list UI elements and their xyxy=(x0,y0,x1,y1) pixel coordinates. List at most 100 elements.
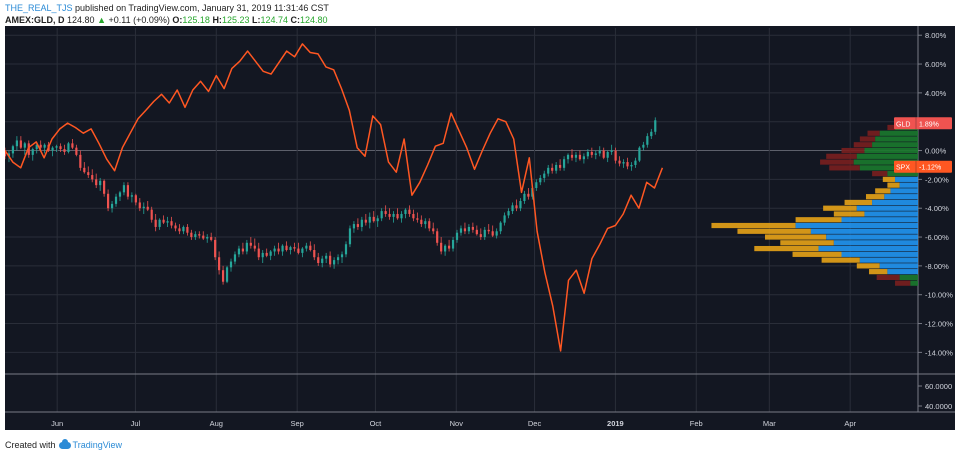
gld-candle-body xyxy=(134,195,137,203)
gld-candle-body xyxy=(329,255,332,265)
volume-profile-bar-down xyxy=(829,165,860,171)
gld-candle-body xyxy=(440,242,443,252)
gld-candle-body xyxy=(555,164,558,171)
volume-profile-bar-up xyxy=(890,188,918,194)
gld-candle-body xyxy=(166,221,169,223)
gld-candle-body xyxy=(622,162,625,164)
volume-profile-bar-down xyxy=(754,245,819,252)
gld-candle-body xyxy=(650,131,653,137)
gld-candle-body xyxy=(507,211,510,216)
gld-candle-body xyxy=(344,244,348,255)
volume-profile-bar-up xyxy=(872,142,918,148)
gld-candle-body xyxy=(384,211,387,214)
tradingview-logo[interactable]: TradingView xyxy=(58,438,123,450)
gld-candle-body xyxy=(150,209,153,220)
gld-candle-body xyxy=(582,156,585,160)
gld-candle-body xyxy=(51,147,54,151)
volume-profile-bar-up xyxy=(818,245,918,252)
volume-profile-bar-down xyxy=(792,251,842,257)
gld-candle-body xyxy=(447,245,451,249)
low-value: 124.74 xyxy=(260,15,289,25)
gld-candle-body xyxy=(146,206,149,210)
gld-candle-body xyxy=(103,180,106,194)
gld-candle-body xyxy=(178,228,181,232)
volume-profile-bar-down xyxy=(841,147,865,154)
gld-candle-body xyxy=(245,242,248,252)
gld-candle-body xyxy=(638,147,641,161)
gld-candle-body xyxy=(7,153,11,157)
tradingview-brand: TradingView xyxy=(72,440,123,450)
author-link[interactable]: THE_REAL_TJS xyxy=(5,3,73,13)
gld-candle-body xyxy=(277,248,280,252)
x-tick-label: Jun xyxy=(51,419,63,428)
open-value: 125.18 xyxy=(182,15,210,25)
gld-candle-body xyxy=(35,144,38,150)
volume-profile-bar-down xyxy=(865,194,885,200)
gld-candle-body xyxy=(400,213,403,219)
gld-candle-body xyxy=(257,248,260,258)
volume-profile-bar-up xyxy=(872,199,918,206)
volume-profile-bar-up xyxy=(884,194,918,200)
gld-candle-body xyxy=(364,219,367,223)
gld-candle-body xyxy=(229,261,233,268)
last-price: 124.80 xyxy=(67,15,95,25)
volume-profile-bar-down xyxy=(882,176,896,182)
volume-profile-bar-down xyxy=(765,234,827,240)
gld-candle-body xyxy=(475,229,478,235)
volume-profile-bar-up xyxy=(856,153,918,159)
gld-candle-body xyxy=(261,252,264,258)
symbol-name: AMEX:GLD, D xyxy=(5,15,65,25)
gld-candle-body xyxy=(570,154,574,158)
publish-text: published on TradingView.com, January 31… xyxy=(75,3,329,13)
lower-y-label: 40.0000 xyxy=(925,402,952,411)
tradingview-cloud-icon xyxy=(58,438,71,449)
volume-profile-bar-up xyxy=(859,165,918,171)
x-tick-label: Apr xyxy=(844,419,856,428)
volume-profile xyxy=(711,124,918,286)
footer: Created with TradingView xyxy=(5,438,123,450)
gld-candle-body xyxy=(154,219,157,227)
gld-candle-body xyxy=(265,252,268,256)
gld-candle-body xyxy=(83,167,86,173)
gld-candle-body xyxy=(404,209,407,214)
gld-candle-body xyxy=(273,248,276,252)
gld-candle-body xyxy=(602,150,605,158)
close-value: 124.80 xyxy=(300,15,328,25)
gld-candle-body xyxy=(483,229,486,238)
gld-candle-body xyxy=(43,144,46,148)
gld-candle-body xyxy=(55,146,58,148)
gld-candle-body xyxy=(626,162,629,167)
gld-candle-body xyxy=(233,254,237,262)
volume-profile-bar-up xyxy=(899,182,918,188)
gld-candle-body xyxy=(551,167,554,171)
x-tick-label: Sep xyxy=(290,419,303,428)
chart-svg[interactable]: 8.00%6.00%4.00%2.00%0.00%-2.00%-4.00%-6.… xyxy=(5,26,955,430)
gld-candle-body xyxy=(118,192,122,197)
gld-candle-body xyxy=(321,258,324,263)
chart-area[interactable]: 8.00%6.00%4.00%2.00%0.00%-2.00%-4.00%-6.… xyxy=(5,26,955,430)
gld-candle-body xyxy=(27,143,30,155)
gld-candle-body xyxy=(630,164,633,167)
y-tick-label: -6.00% xyxy=(925,233,949,242)
gld-candle-body xyxy=(562,159,566,168)
gld-candle-body xyxy=(325,255,328,259)
volume-profile-bar-down xyxy=(872,171,888,177)
gld-candle-body xyxy=(416,218,419,220)
gld-candle-body xyxy=(451,239,455,249)
volume-profile-bar-up xyxy=(910,280,918,286)
gld-candle-body xyxy=(646,136,649,145)
volume-profile-bar-down xyxy=(823,205,857,211)
y-tick-label: 6.00% xyxy=(925,60,947,69)
gld-candle-body xyxy=(305,245,308,249)
gld-candle-body xyxy=(293,247,296,249)
gld-candle-body xyxy=(285,245,288,251)
gld-candle-body xyxy=(396,213,399,219)
volume-profile-bar-up xyxy=(810,228,918,234)
x-tick-label: 2019 xyxy=(607,419,624,428)
volume-profile-bar-down xyxy=(737,228,811,234)
gld-candle-body xyxy=(182,226,185,232)
high-label: H: xyxy=(212,15,222,25)
gld-candle-body xyxy=(348,228,352,245)
gld-candle-body xyxy=(594,153,597,155)
gld-candle-body xyxy=(221,270,225,282)
